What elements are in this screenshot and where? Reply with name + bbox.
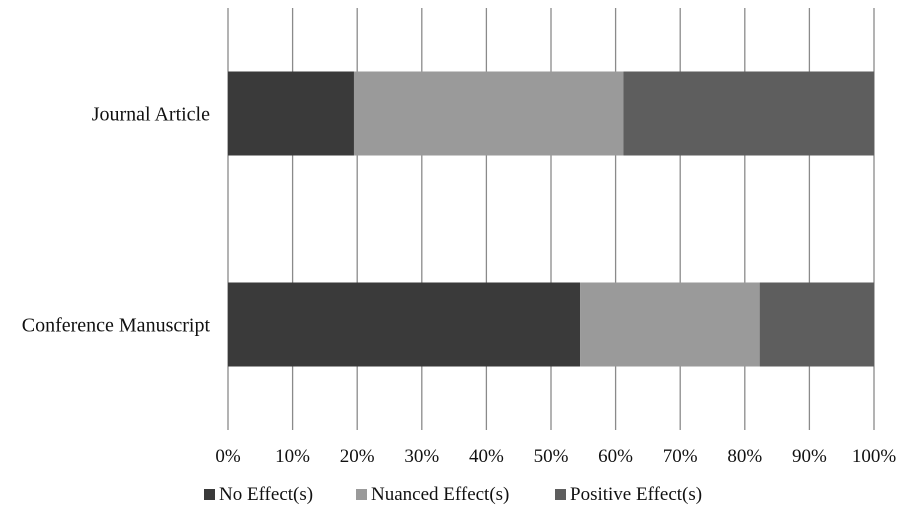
bar-journal-article-no-effect-s	[228, 71, 354, 156]
legend-swatch-no-effect-s	[204, 489, 215, 500]
bar-journal-article-positive-effect-s	[623, 71, 874, 156]
x-tick-label-90: 90%	[792, 446, 827, 467]
x-tick-label-50: 50%	[534, 446, 569, 467]
legend: No Effect(s) Nuanced Effect(s) Positive Ef…	[204, 484, 702, 505]
x-tick-label-30: 30%	[404, 446, 439, 467]
bar-journal-article-nuanced-effect-s	[353, 71, 624, 156]
x-tick-label-70: 70%	[663, 446, 698, 467]
bar-conference-manuscript-no-effect-s	[228, 282, 581, 367]
x-tick-label-40: 40%	[469, 446, 504, 467]
category-label-journal-article: Journal Article	[92, 104, 210, 126]
legend-label-positive-effect-s: Positive Effect(s)	[570, 484, 702, 505]
legend-swatch-nuanced-effect-s	[356, 489, 367, 500]
bar-conference-manuscript-nuanced-effect-s	[580, 282, 760, 367]
x-tick-label-20: 20%	[340, 446, 375, 467]
legend-label-nuanced-effect-s: Nuanced Effect(s)	[371, 484, 509, 505]
x-axis-tick-labels: 0% 10% 20% 30% 40% 50% 60% 70% 80% 90% 100%	[215, 446, 896, 467]
legend-swatch-positive-effect-s	[555, 489, 566, 500]
category-labels: Journal Article Conference Manuscript	[22, 104, 211, 337]
bars	[228, 71, 874, 367]
category-label-conference-manuscript: Conference Manuscript	[22, 315, 211, 337]
bar-conference-manuscript-positive-effect-s	[759, 282, 874, 367]
x-tick-label-0: 0%	[215, 446, 241, 467]
x-tick-label-80: 80%	[727, 446, 762, 467]
x-tick-label-100: 100%	[852, 446, 897, 467]
x-tick-label-10: 10%	[275, 446, 310, 467]
x-tick-label-60: 60%	[598, 446, 633, 467]
legend-label-no-effect-s: No Effect(s)	[219, 484, 313, 505]
gridlines	[227, 8, 875, 430]
